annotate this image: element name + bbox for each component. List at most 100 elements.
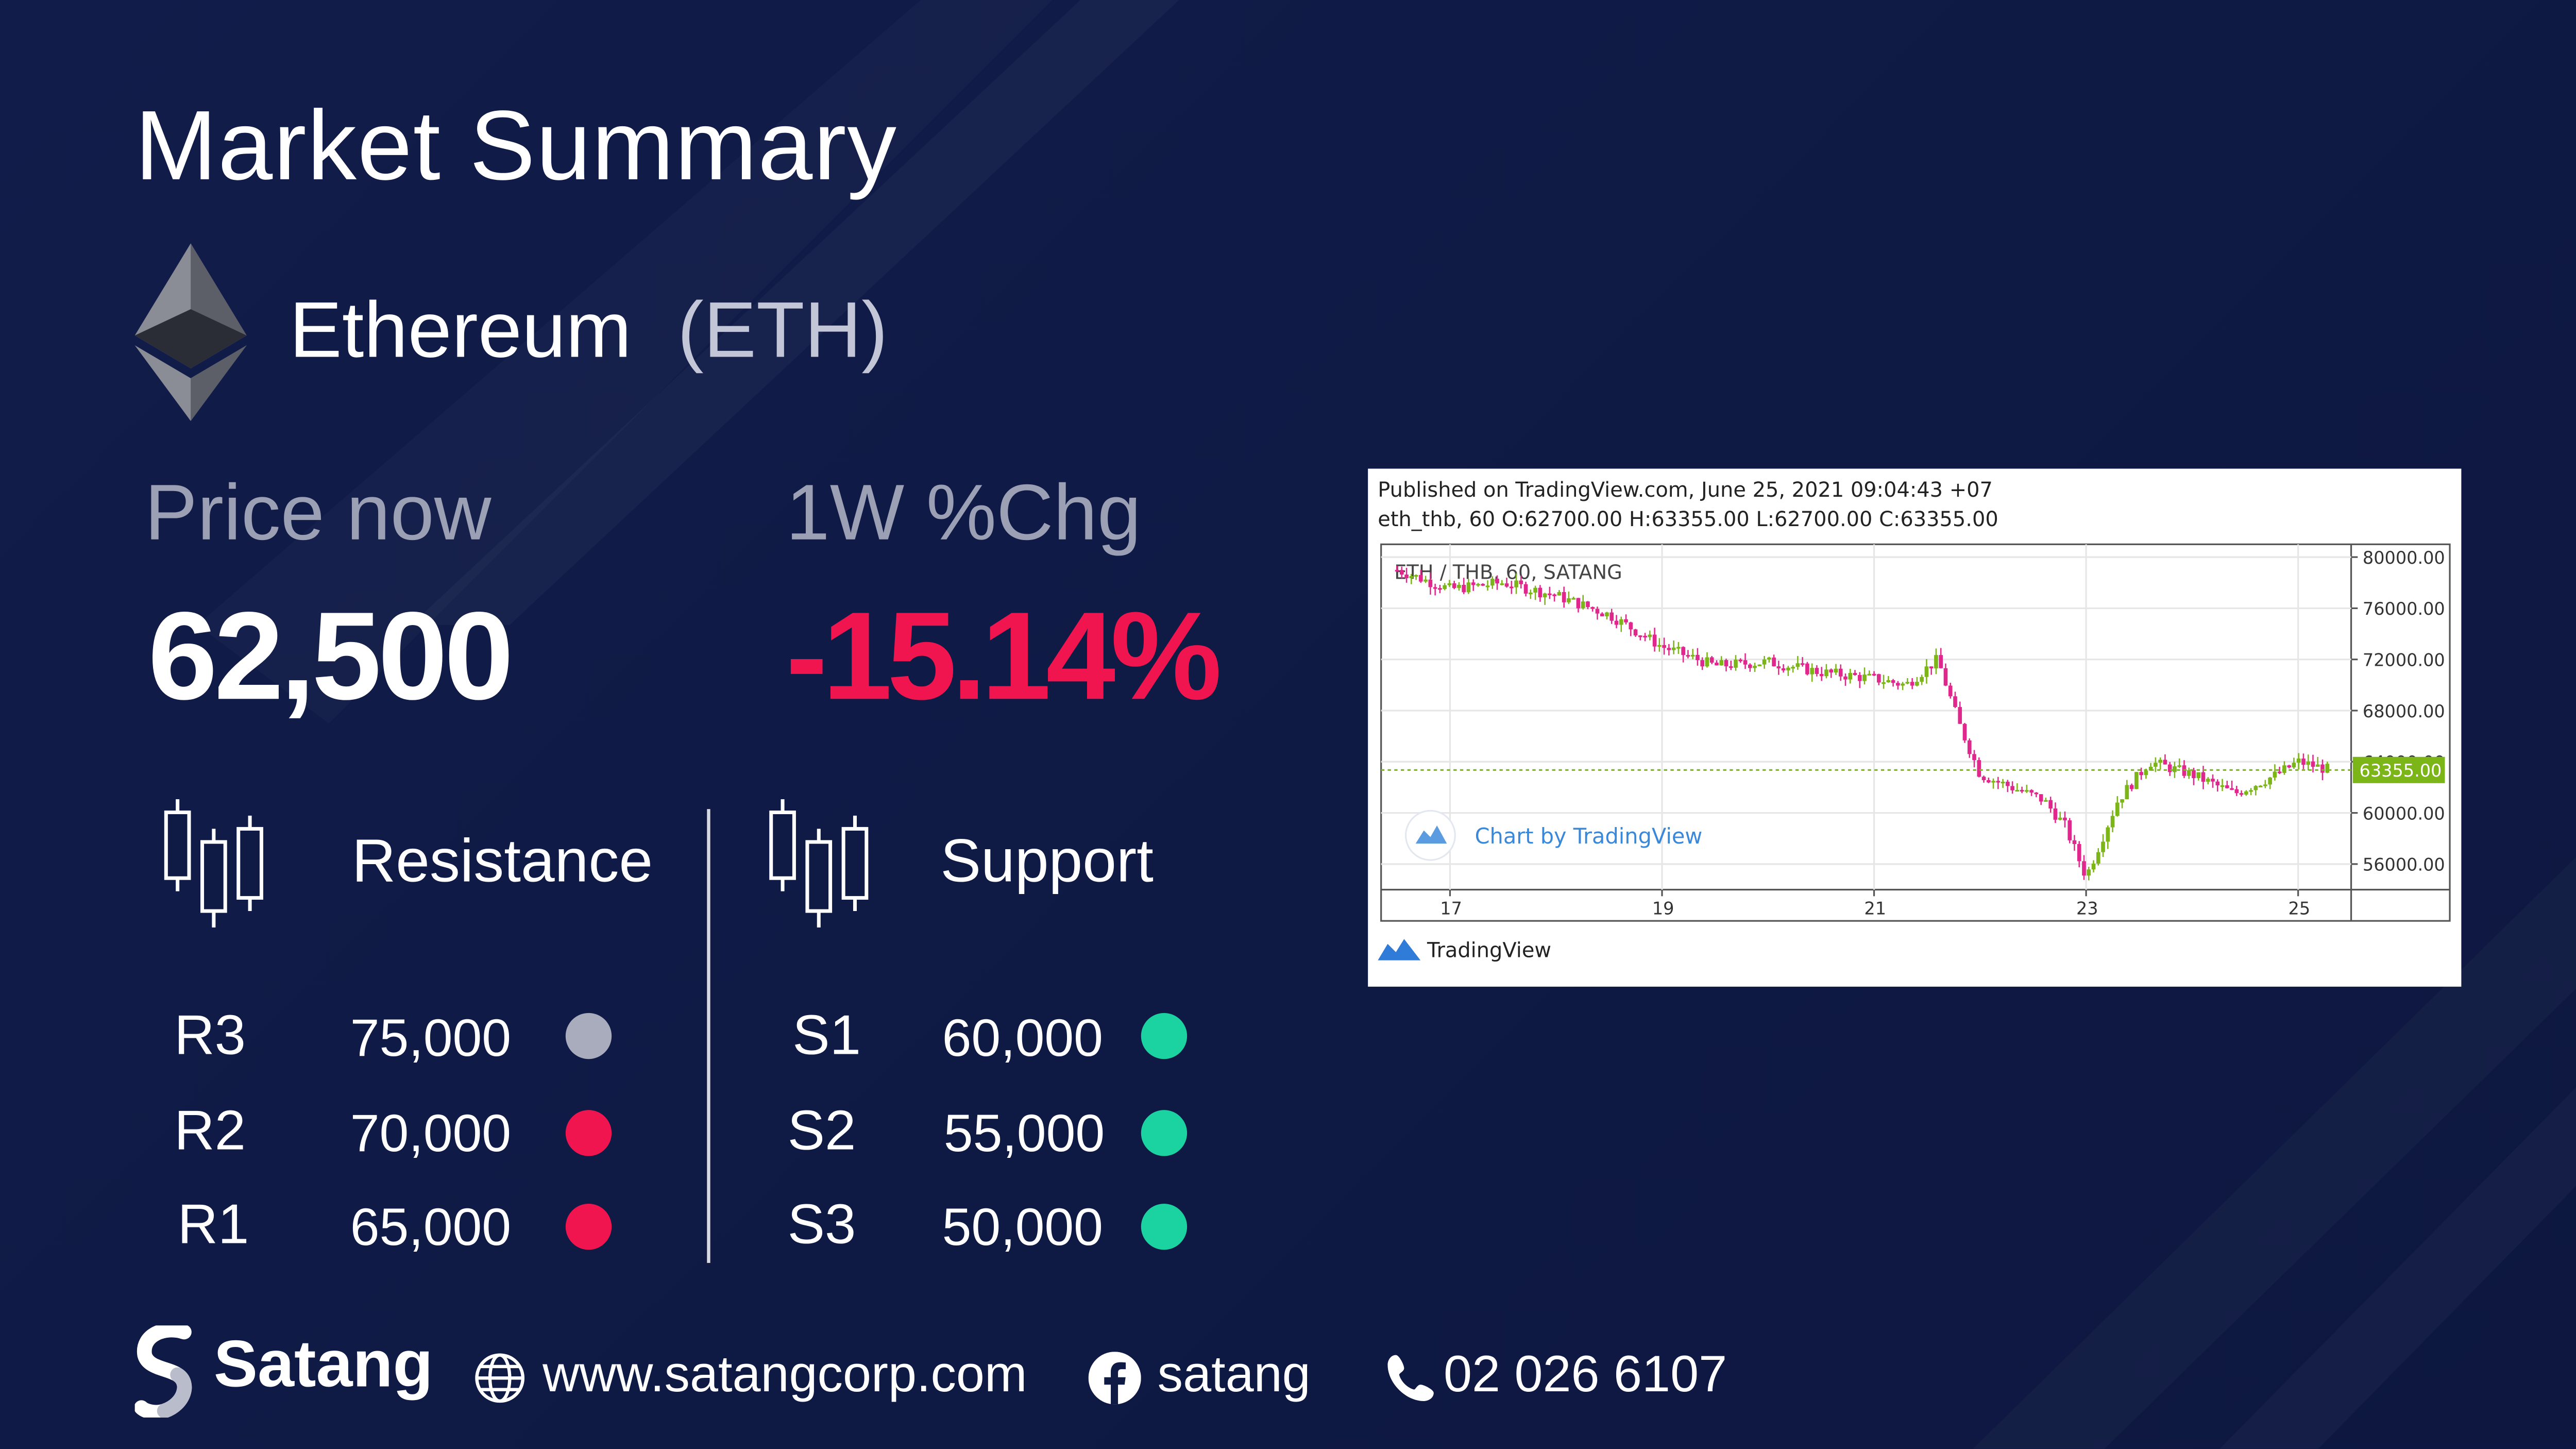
- y-tick-label: 56000.00: [2363, 855, 2445, 875]
- candle-body: [1447, 583, 1452, 585]
- candle-body: [2253, 786, 2258, 790]
- candle-body: [1571, 598, 1576, 600]
- candle-body: [1466, 582, 1471, 593]
- candle-body: [2320, 764, 2325, 773]
- candle-body: [1533, 587, 1537, 593]
- candle-body: [1915, 682, 1919, 686]
- candle-body: [1586, 601, 1590, 608]
- candle-body: [1853, 672, 1857, 676]
- resistance-level-label: R3: [174, 1004, 246, 1068]
- candle-body: [2077, 844, 2081, 862]
- candle-body: [1614, 620, 1619, 625]
- candle-body: [1767, 658, 1771, 660]
- candle-body: [2034, 793, 2039, 795]
- ethereum-logo-icon: [134, 243, 247, 421]
- candle-body: [2001, 782, 2005, 784]
- tradingview-brand: TradingView: [1378, 937, 1551, 962]
- candle-body: [1490, 579, 1495, 586]
- facebook-link[interactable]: satang: [1157, 1345, 1311, 1403]
- y-tick-label: 76000.00: [2363, 599, 2445, 619]
- candle-body: [2115, 802, 2120, 816]
- candle-body: [1629, 622, 1633, 630]
- candle-body: [2144, 770, 2148, 776]
- candle-body: [1757, 664, 1762, 666]
- candlestick-icon: [769, 799, 869, 928]
- candle-body: [1715, 662, 1719, 666]
- page-title: Market Summary: [134, 90, 897, 201]
- candle-body: [1500, 583, 1504, 585]
- candle-body: [1504, 583, 1509, 587]
- resistance-level-dot: [565, 1110, 612, 1156]
- candle-body: [1609, 612, 1614, 621]
- candle-body: [1428, 579, 1433, 587]
- candle-body: [1872, 673, 1876, 676]
- candle-body: [1595, 609, 1600, 614]
- support-level-dot: [1141, 1204, 1188, 1250]
- candle-body: [2239, 793, 2244, 795]
- candle-body: [1810, 668, 1815, 675]
- candle-body: [2167, 764, 2172, 772]
- candle-body: [1709, 657, 1714, 663]
- candle-body: [1633, 629, 1638, 636]
- candle-body: [1638, 635, 1642, 637]
- candle-body: [2249, 790, 2253, 792]
- candle-body: [1843, 676, 1848, 680]
- tradingview-brand-text: TradingView: [1427, 937, 1552, 962]
- candle-body: [2096, 852, 2100, 864]
- candle-body: [1738, 660, 1743, 662]
- candlestick-icon: [164, 799, 263, 928]
- candle-body: [1800, 663, 1805, 665]
- tradingview-chart: Published on TradingView.com, June 25, 2…: [1368, 468, 2462, 987]
- candle-body: [1581, 601, 1585, 609]
- website-link[interactable]: www.satangcorp.com: [543, 1345, 1027, 1403]
- candle-body: [2287, 765, 2292, 768]
- candle-body: [2306, 761, 2311, 765]
- candle-body: [2039, 794, 2043, 802]
- candle-body: [2120, 799, 2124, 803]
- candle-body: [1519, 580, 1523, 584]
- candle-body: [2029, 790, 2033, 793]
- candle-body: [1443, 585, 1447, 589]
- candle-body: [1686, 655, 1690, 657]
- section-divider: [707, 809, 710, 1263]
- candle-body: [1876, 674, 1881, 683]
- candle-body: [2315, 764, 2320, 767]
- candle-body: [2025, 790, 2029, 792]
- candle-body: [1452, 583, 1456, 588]
- phone-number[interactable]: 02 026 6107: [1443, 1345, 1727, 1403]
- candle-body: [1815, 668, 1819, 674]
- candle-body: [2148, 767, 2153, 771]
- satang-logo-icon: [134, 1325, 192, 1418]
- coin-ticker: (ETH): [677, 288, 888, 375]
- candle-body: [2292, 763, 2296, 768]
- candle-body: [1657, 645, 1662, 647]
- candle-body: [2258, 785, 2263, 787]
- candle-body: [1643, 635, 1647, 638]
- price-label: Price now: [144, 470, 492, 558]
- candle-body: [1548, 593, 1552, 595]
- chart-published-text: Published on TradingView.com, June 25, 2…: [1378, 477, 1993, 502]
- brand-name: Satang: [213, 1328, 433, 1401]
- candle-body: [1972, 754, 1976, 761]
- support-level-value: 50,000: [942, 1197, 1103, 1257]
- candle-body: [1753, 666, 1757, 668]
- candle-body: [2110, 816, 2115, 828]
- candle-body: [2020, 789, 2024, 792]
- candle-body: [1991, 781, 1995, 783]
- candle-body: [1857, 675, 1862, 681]
- candle-body: [2063, 817, 2067, 820]
- candle-body: [1552, 594, 1556, 596]
- chart-ohlc-text: eth_thb, 60 O:62700.00 H:63355.00 L:6270…: [1378, 506, 1998, 531]
- candle-body: [1438, 588, 1442, 590]
- candle-body: [1734, 660, 1738, 668]
- candle-body: [1939, 655, 1943, 668]
- candle-body: [2225, 785, 2229, 788]
- candle-body: [1538, 587, 1543, 598]
- candle-body: [1896, 683, 1900, 686]
- coin-header: Ethereum (ETH): [134, 243, 1286, 424]
- candle-body: [1948, 685, 1953, 697]
- resistance-level-dot: [565, 1204, 612, 1250]
- y-tick-label: 80000.00: [2363, 548, 2445, 568]
- support-level-label: S2: [787, 1100, 856, 1163]
